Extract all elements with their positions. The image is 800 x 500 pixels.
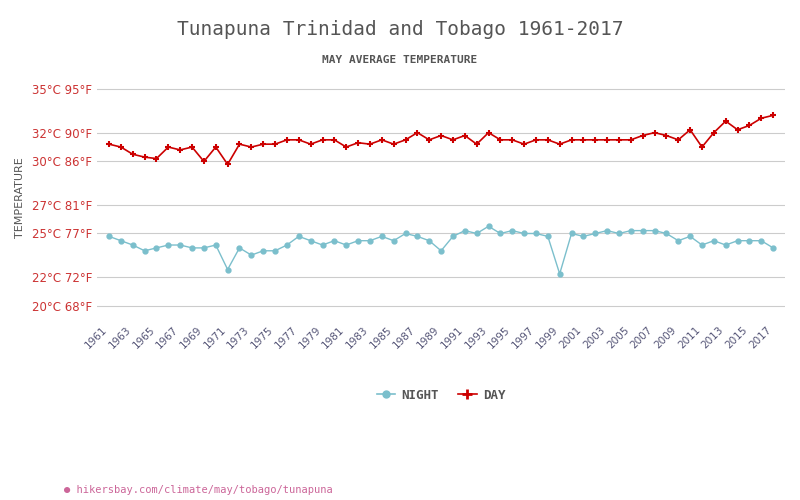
- Legend: NIGHT, DAY: NIGHT, DAY: [372, 384, 510, 407]
- Text: ● hikersbay.com/climate/may/tobago/tunapuna: ● hikersbay.com/climate/may/tobago/tunap…: [64, 485, 333, 495]
- Text: Tunapuna Trinidad and Tobago 1961-2017: Tunapuna Trinidad and Tobago 1961-2017: [177, 20, 623, 39]
- Text: MAY AVERAGE TEMPERATURE: MAY AVERAGE TEMPERATURE: [322, 55, 478, 65]
- Y-axis label: TEMPERATURE: TEMPERATURE: [15, 157, 25, 238]
